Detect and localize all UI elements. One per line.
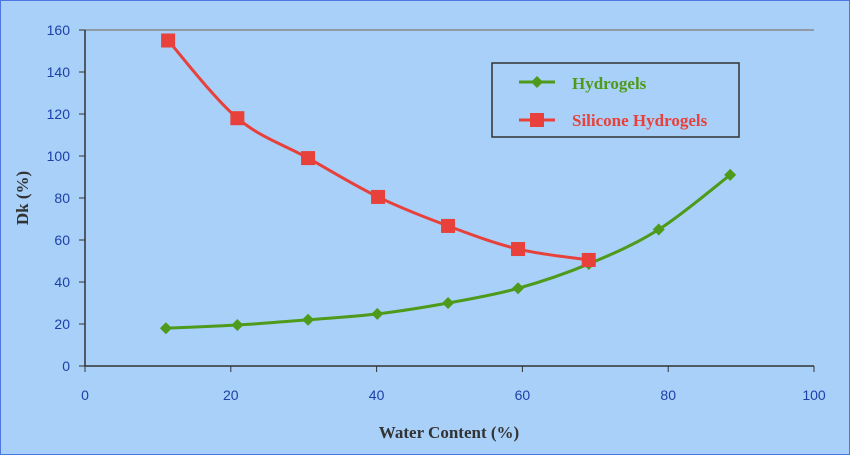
- y-tick-label: 140: [47, 64, 71, 80]
- data-point-silicone-hydrogels: [301, 151, 316, 166]
- data-point-silicone-hydrogels: [371, 189, 386, 204]
- legend-marker-silicone-hydrogels: [530, 113, 544, 127]
- y-tick-label: 40: [54, 274, 70, 290]
- y-axis-label: Dk (%): [13, 171, 32, 225]
- data-point-silicone-hydrogels: [441, 218, 456, 233]
- y-tick-label: 160: [47, 22, 71, 38]
- legend-marker-hydrogels: [531, 76, 543, 88]
- x-tick-label: 40: [369, 387, 385, 403]
- legend-label-hydrogels: Hydrogels: [572, 74, 647, 93]
- data-point-hydrogels: [302, 313, 315, 326]
- data-point-silicone-hydrogels: [230, 111, 245, 126]
- data-point-hydrogels: [724, 168, 737, 181]
- data-point-hydrogels: [371, 307, 384, 320]
- data-point-hydrogels: [442, 297, 455, 309]
- data-point-silicone-hydrogels: [161, 33, 176, 48]
- x-tick-label: 0: [81, 387, 89, 403]
- data-point-hydrogels: [512, 282, 525, 295]
- y-tick-label: 60: [54, 232, 70, 248]
- data-point-hydrogels: [652, 223, 665, 236]
- x-tick-label: 20: [223, 387, 239, 403]
- x-tick-label: 80: [660, 387, 676, 403]
- y-tick-label: 20: [54, 316, 70, 332]
- data-point-hydrogels: [159, 322, 172, 335]
- y-tick-label: 0: [62, 358, 70, 374]
- data-point-hydrogels: [231, 319, 244, 332]
- y-tick-label: 100: [47, 148, 71, 164]
- y-tick-label: 80: [54, 190, 70, 206]
- x-tick-label: 60: [515, 387, 531, 403]
- x-tick-label: 100: [802, 387, 826, 403]
- legend-label-silicone-hydrogels: Silicone Hydrogels: [572, 111, 708, 130]
- data-point-silicone-hydrogels: [511, 242, 526, 257]
- legend: Hydrogels Silicone Hydrogels: [491, 62, 740, 138]
- x-axis-label: Water Content (%): [379, 423, 519, 442]
- y-tick-label: 120: [47, 106, 71, 122]
- data-point-silicone-hydrogels: [581, 252, 596, 267]
